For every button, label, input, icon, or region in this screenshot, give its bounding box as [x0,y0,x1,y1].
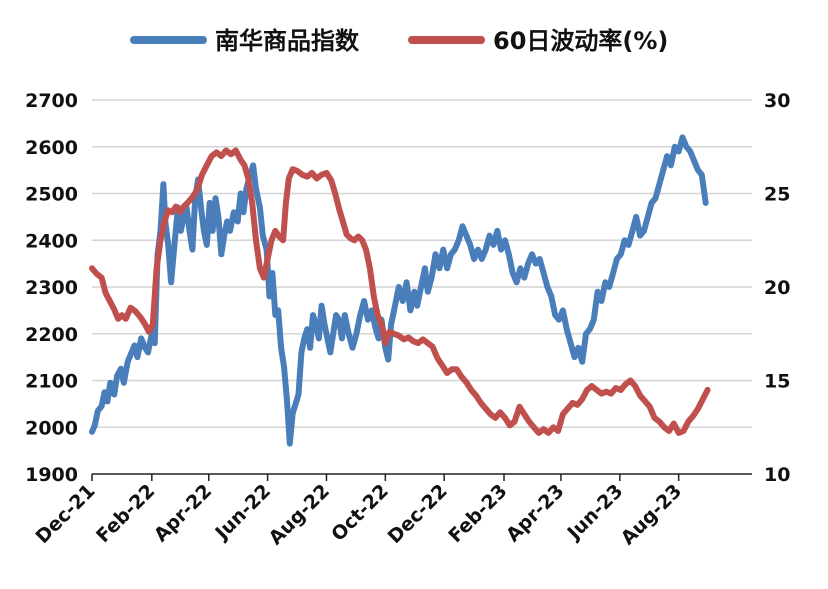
axes [91,473,752,481]
x-tick-label: Dec-21 [31,480,99,548]
y-left-tick-label: 1900 [25,464,78,486]
y-left-tick-label: 2000 [25,417,78,439]
y-left-tick-label: 2600 [25,137,78,159]
x-tick-label: Apr-23 [502,480,568,546]
series-line-2 [89,147,711,436]
x-tick-label: Dec-22 [384,480,452,548]
legend-label-1: 南华商品指数 [215,27,360,55]
legend-label-2: 60日波动率(%) [493,27,668,55]
legend: 南华商品指数 60日波动率(%) [130,27,668,55]
y-left-tick-label: 2300 [25,277,78,299]
y-right-tick-label: 25 [764,184,790,206]
x-tick-label: Aug-22 [265,480,334,549]
x-tick-label: Feb-23 [444,480,511,547]
y-right-tick-label: 30 [764,90,790,112]
y-left-tick-label: 2200 [25,324,78,346]
y-left-tick-label: 2100 [25,371,78,393]
y-right-tick-label: 15 [764,371,790,393]
y-right-tick-label: 10 [764,464,790,486]
y-left-tick-label: 2500 [25,184,78,206]
x-tick-label: Aug-23 [617,480,686,549]
grid [92,99,752,428]
series-line-1 [89,134,709,447]
x-tick-label: Feb-22 [92,480,159,547]
y-left-tick-label: 2400 [25,230,78,252]
y-left-tick-label: 2700 [25,90,78,112]
x-tick-label: Oct-22 [327,480,393,546]
x-tick-label: Apr-22 [150,480,216,546]
series-layer [89,134,711,447]
y-right-tick-label: 20 [764,277,790,299]
